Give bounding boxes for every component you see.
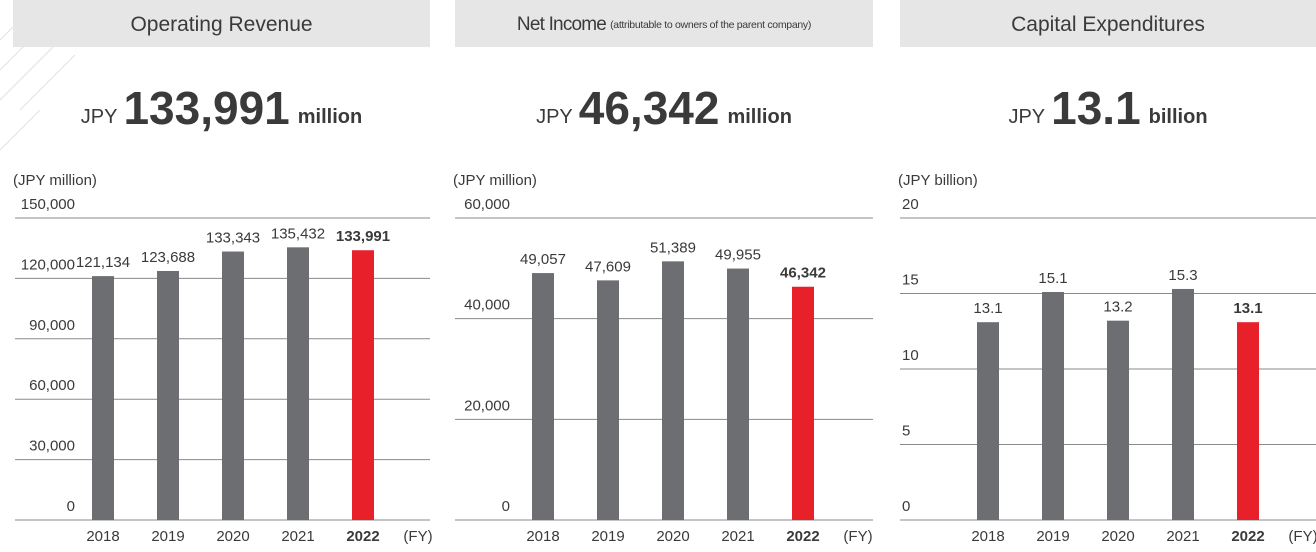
y-tick-label: 0 [67, 498, 75, 515]
unit-label: (JPY billion) [898, 172, 978, 189]
x-tick-label: 2020 [216, 528, 249, 545]
headline-unit: million [727, 106, 791, 128]
value-label: 51,389 [650, 239, 696, 256]
value-label: 13.1 [973, 300, 1002, 317]
y-tick-label: 0 [502, 498, 510, 515]
bar [727, 268, 749, 520]
bar [662, 261, 684, 520]
y-tick-label: 5 [902, 422, 910, 439]
x-tick-label: 2018 [86, 528, 119, 545]
chart-title-group: Net Income (attributable to owners of the… [517, 14, 811, 35]
value-label: 133,343 [206, 230, 260, 247]
y-tick-label: 30,000 [29, 438, 75, 455]
header-bg [455, 0, 873, 47]
headline-prefix: JPY [1008, 106, 1045, 128]
chart-title: Capital Expenditures [1011, 13, 1205, 36]
value-label: 47,609 [585, 258, 631, 275]
bar [352, 250, 374, 521]
value-label: 15.1 [1038, 270, 1067, 287]
value-label: 13.2 [1103, 299, 1132, 316]
headline: JPY 133,991 million [81, 82, 362, 134]
bar [597, 280, 619, 520]
bar [1107, 320, 1129, 520]
x-tick-label: 2022 [346, 528, 379, 545]
chart-subtitle: (attributable to owners of the parent co… [610, 19, 811, 31]
x-axis-label: (FY) [1288, 528, 1316, 545]
value-label: 121,134 [76, 254, 130, 271]
value-label: 15.3 [1168, 267, 1197, 284]
bar [1172, 288, 1194, 520]
x-tick-label: 2021 [1166, 528, 1199, 545]
y-tick-label: 15 [902, 271, 919, 288]
bar [1237, 322, 1259, 520]
unit-label: (JPY million) [453, 172, 537, 189]
bar [1042, 291, 1064, 520]
y-tick-label: 120,000 [21, 256, 75, 273]
x-tick-label: 2019 [1036, 528, 1069, 545]
y-tick-label: 90,000 [29, 317, 75, 334]
value-label: 46,342 [780, 265, 826, 282]
value-label: 49,057 [520, 251, 566, 268]
chart-title: Operating Revenue [130, 13, 312, 36]
chart-title: Net Income [517, 14, 606, 35]
x-tick-label: 2022 [1231, 528, 1264, 545]
value-label: 123,688 [141, 249, 195, 266]
bar [977, 322, 999, 520]
headline: JPY 13.1 billion [1008, 82, 1207, 134]
x-axis-label: (FY) [843, 528, 872, 545]
x-tick-label: 2021 [281, 528, 314, 545]
unit-label: (JPY million) [13, 172, 97, 189]
bar [792, 286, 814, 520]
x-tick-label: 2021 [721, 528, 754, 545]
x-tick-label: 2018 [971, 528, 1004, 545]
y-tick-label: 0 [902, 498, 910, 515]
chart-panel: Net Income (attributable to owners of the… [453, 0, 873, 545]
bar [287, 247, 309, 520]
chart-title-group: Operating Revenue [130, 13, 312, 36]
header-bg [900, 0, 1316, 47]
value-label: 135,432 [271, 225, 325, 242]
value-label: 49,955 [715, 247, 761, 264]
chart-title-group: Capital Expenditures [1011, 13, 1205, 36]
y-tick-label: 40,000 [464, 297, 510, 314]
x-tick-label: 2020 [1101, 528, 1134, 545]
x-tick-label: 2018 [526, 528, 559, 545]
chart-panel: Capital Expenditures JPY 13.1 billion (JPY b… [898, 0, 1316, 545]
y-tick-label: 60,000 [464, 196, 510, 213]
value-label: 133,991 [336, 228, 390, 245]
headline: JPY 46,342 million [536, 82, 792, 134]
x-tick-label: 2019 [151, 528, 184, 545]
bar [157, 270, 179, 520]
headline-value: 13.1 [1051, 82, 1141, 134]
y-tick-label: 60,000 [29, 377, 75, 394]
bar [92, 276, 114, 520]
x-tick-label: 2019 [591, 528, 624, 545]
headline-value: 133,991 [123, 82, 289, 134]
x-tick-label: 2022 [786, 528, 819, 545]
y-tick-label: 10 [902, 347, 919, 364]
headline-unit: billion [1149, 106, 1208, 128]
header-bg [13, 0, 430, 47]
y-tick-label: 20 [902, 196, 919, 213]
y-tick-label: 20,000 [464, 397, 510, 414]
headline-unit: million [298, 106, 362, 128]
value-label: 13.1 [1233, 300, 1262, 317]
bar [222, 251, 244, 521]
headline-value: 46,342 [579, 82, 720, 134]
x-axis-label: (FY) [403, 528, 432, 545]
headline-prefix: JPY [81, 106, 118, 128]
y-tick-label: 150,000 [21, 196, 75, 213]
headline-prefix: JPY [536, 106, 573, 128]
bar [532, 273, 554, 520]
x-tick-label: 2020 [656, 528, 689, 545]
